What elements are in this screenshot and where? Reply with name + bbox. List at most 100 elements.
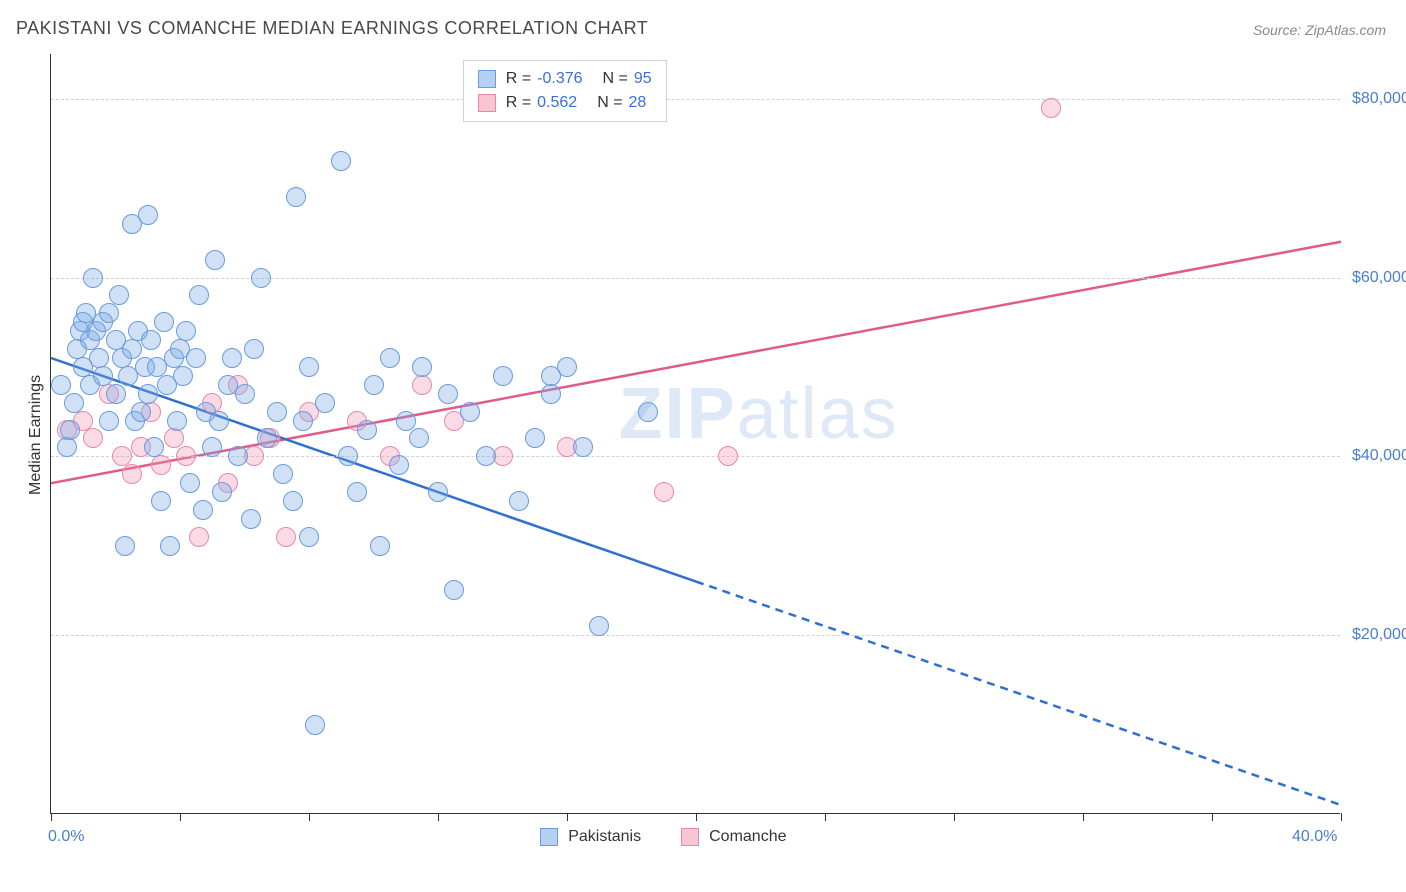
pakistani-point [141, 330, 161, 350]
x-tick [1212, 813, 1213, 821]
x-tick [309, 813, 310, 821]
pakistani-point [138, 205, 158, 225]
pakistani-point [525, 428, 545, 448]
pakistani-point [60, 420, 80, 440]
pakistani-point [167, 411, 187, 431]
series-legend-item: Pakistanis [540, 828, 641, 846]
pakistani-point [315, 393, 335, 413]
pakistani-point [460, 402, 480, 422]
pakistani-point [173, 366, 193, 386]
pakistani-point [89, 348, 109, 368]
x-tick [567, 813, 568, 821]
pakistani-point [380, 348, 400, 368]
comanche-point [189, 527, 209, 547]
x-axis-min-label: 0.0% [48, 828, 84, 846]
x-tick [1083, 813, 1084, 821]
pakistani-point [193, 500, 213, 520]
pakistani-point [541, 366, 561, 386]
source-label: Source: ZipAtlas.com [1253, 22, 1386, 38]
pakistani-point [160, 536, 180, 556]
y-tick-label: $40,000 [1352, 447, 1406, 465]
x-tick [180, 813, 181, 821]
pakistani-point [357, 420, 377, 440]
legend-text: R =0.562N =28 [506, 94, 647, 112]
comanche-point [276, 527, 296, 547]
pakistani-point [305, 715, 325, 735]
gridline [51, 278, 1340, 279]
pakistani-point [541, 384, 561, 404]
pakistani-point [396, 411, 416, 431]
pakistani-point [293, 411, 313, 431]
comanche-point [151, 455, 171, 475]
pakistani-point [51, 375, 71, 395]
x-axis-max-label: 40.0% [1292, 828, 1337, 846]
legend-row: R =0.562N =28 [478, 91, 652, 115]
pakistani-point [509, 491, 529, 511]
legend-label: Comanche [709, 828, 786, 846]
pakistani-point [364, 375, 384, 395]
pakistani-point [438, 384, 458, 404]
x-tick [51, 813, 52, 821]
legend-label: Pakistanis [568, 828, 641, 846]
pakistani-point [273, 464, 293, 484]
pakistani-point [241, 509, 261, 529]
pakistani-point [409, 428, 429, 448]
comanche-point [83, 428, 103, 448]
pakistani-point [93, 366, 113, 386]
pakistani-point [299, 527, 319, 547]
comanche-point [412, 375, 432, 395]
pakistani-point [444, 580, 464, 600]
pakistani-point [299, 357, 319, 377]
trend-line [696, 582, 1341, 806]
comanche-point [164, 428, 184, 448]
comanche-point [176, 446, 196, 466]
pakistani-point [205, 250, 225, 270]
trend-lines [51, 54, 1341, 814]
legend-swatch [681, 828, 699, 846]
pakistani-point [412, 357, 432, 377]
legend-swatch [478, 94, 496, 112]
y-tick-label: $20,000 [1352, 626, 1406, 644]
x-tick [954, 813, 955, 821]
pakistani-point [180, 473, 200, 493]
pakistani-point [286, 187, 306, 207]
pakistani-point [122, 339, 142, 359]
pakistani-point [347, 482, 367, 502]
pakistani-point [154, 312, 174, 332]
legend-row: R =-0.376N =95 [478, 67, 652, 91]
pakistani-point [138, 384, 158, 404]
gridline [51, 99, 1340, 100]
pakistani-point [476, 446, 496, 466]
pakistani-point [638, 402, 658, 422]
pakistani-point [389, 455, 409, 475]
pakistani-point [186, 348, 206, 368]
plot-area: ZIPatlas Median Earnings $20,000$40,000$… [50, 54, 1340, 814]
series-legend: Pakistanis Comanche [540, 828, 786, 846]
pakistani-point [257, 428, 277, 448]
x-tick [825, 813, 826, 821]
pakistani-point [57, 437, 77, 457]
pakistani-point [212, 482, 232, 502]
legend-text: R =-0.376N =95 [506, 70, 652, 88]
x-tick [696, 813, 697, 821]
pakistani-point [228, 446, 248, 466]
y-tick-label: $60,000 [1352, 269, 1406, 287]
y-axis-title: Median Earnings [27, 375, 45, 495]
pakistani-point [106, 384, 126, 404]
series-legend-item: Comanche [681, 828, 786, 846]
chart-title: PAKISTANI VS COMANCHE MEDIAN EARNINGS CO… [16, 18, 648, 39]
pakistani-point [176, 321, 196, 341]
pakistani-point [131, 402, 151, 422]
correlation-legend: R =-0.376N =95 R =0.562N =28 [463, 60, 667, 122]
pakistani-point [493, 366, 513, 386]
pakistani-point [331, 151, 351, 171]
pakistani-point [115, 536, 135, 556]
pakistani-point [283, 491, 303, 511]
pakistani-point [370, 536, 390, 556]
comanche-point [112, 446, 132, 466]
legend-swatch [540, 828, 558, 846]
pakistani-point [589, 616, 609, 636]
pakistani-point [64, 393, 84, 413]
pakistani-point [222, 348, 242, 368]
pakistani-point [573, 437, 593, 457]
